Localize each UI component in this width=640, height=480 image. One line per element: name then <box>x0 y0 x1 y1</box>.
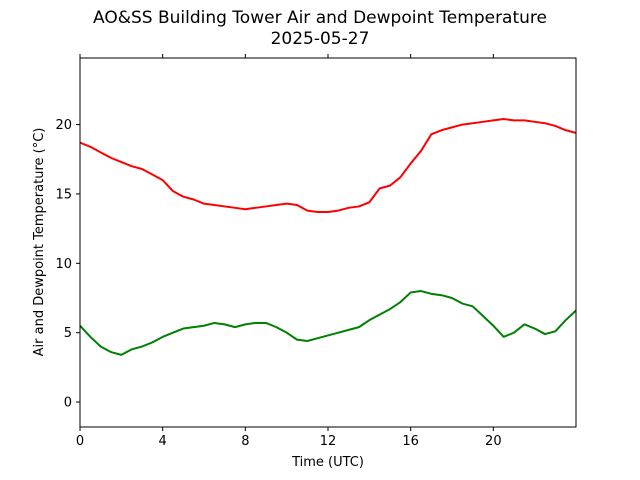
x-tick-label: 4 <box>159 434 167 449</box>
x-tick-label: 16 <box>402 434 419 449</box>
chart-subtitle: 2025-05-27 <box>270 29 370 49</box>
y-tick-label: 0 <box>64 396 72 411</box>
x-tick-label: 12 <box>320 434 337 449</box>
x-tick-label: 8 <box>241 434 249 449</box>
y-tick-label: 10 <box>55 257 72 272</box>
axes-frame <box>79 57 577 428</box>
y-tick-label: 15 <box>55 187 72 202</box>
x-tick-label: 20 <box>485 434 502 449</box>
y-axis-label: Air and Dewpoint Temperature (°C) <box>32 128 47 357</box>
series-layer <box>79 118 577 356</box>
series-line-1 <box>79 118 577 213</box>
x-tick-label: 0 <box>76 434 84 449</box>
x-axis-label: Time (UTC) <box>291 455 364 470</box>
series-line-2 <box>79 290 577 356</box>
ticks-layer: 0 4 8 12 16 20 0 5 10 15 20 <box>55 54 502 449</box>
y-tick-label: 20 <box>55 118 72 133</box>
y-tick-label: 5 <box>64 326 72 341</box>
chart-title: AO&SS Building Tower Air and Dewpoint Te… <box>92 8 547 28</box>
